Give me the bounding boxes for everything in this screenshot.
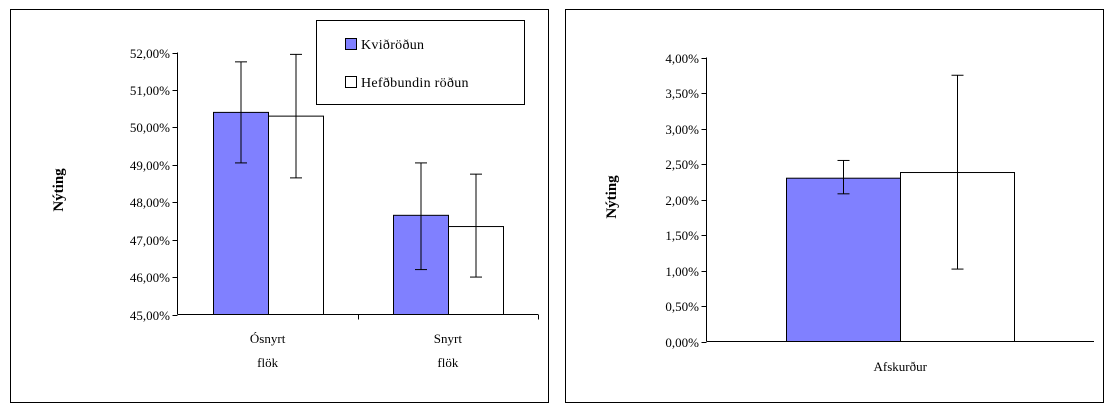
y-tick-label: 0,00% [665,335,699,350]
y-tick-label: 51,00% [130,83,170,98]
legend-swatch-kvidrodun [345,38,357,50]
y-tick-label: 45,00% [130,308,170,323]
y-tick-label: 4,00% [665,51,699,66]
y-tick-label: 0,50% [665,299,699,314]
y-tick-label: 2,50% [665,157,699,172]
legend-swatch-hefdbundin [345,76,357,88]
chart-panel-right: Nýting 0,00% 0,50% 1,00% 1,50% 2,00% 2,50% 3,0… [565,9,1104,403]
y-tick-label: 2,00% [665,193,699,208]
bars [786,172,1015,342]
y-axis-label: Nýting [604,175,620,219]
y-tick-label: 1,00% [665,264,699,279]
y-tick-label: 49,00% [130,158,170,173]
y-tick-label: 48,00% [130,195,170,210]
category-label: Snyrt [434,331,463,346]
category-label: flök [437,355,458,370]
y-tick-label: 3,00% [665,122,699,137]
legend-label-kvidrodun: Kviðröðun [361,38,424,53]
error-bars [235,53,482,278]
x-axis [177,314,539,320]
error-bars [837,74,964,270]
y-axis: 0,00% 0,50% 1,00% 1,50% 2,00% 2,50% 3,00% 3,50%… [665,51,707,350]
y-tick-label: 50,00% [130,120,170,135]
legend: Kviðröðun Hefðbundin röðun [316,20,525,105]
y-tick-label: 52,00% [130,46,170,61]
y-axis: 45,00% 46,00% 47,00% 48,00% 49,00% 50,00% 51,0… [130,46,178,323]
legend-box [316,20,525,105]
legend-label-hefdbundin: Hefðbundin röðun [361,76,469,91]
bar-kvidrodun [786,177,901,342]
category-label: Ósnyrt [250,331,286,346]
y-tick-label: 46,00% [130,270,170,285]
category-labels: Ósnyrt flök Snyrt flök [250,331,462,370]
bars [213,111,504,316]
category-labels: Afskurður [874,359,928,374]
y-axis-label: Nýting [51,168,67,212]
chart-panel-left: Nýting 45,00% 46,00% 47,00% 48,00% 49,00% 50,… [10,9,549,403]
category-label: flök [257,355,278,370]
y-tick-label: 47,00% [130,233,170,248]
y-tick-label: 3,50% [665,86,699,101]
y-tick-label: 1,50% [665,228,699,243]
category-label: Afskurður [874,359,928,374]
